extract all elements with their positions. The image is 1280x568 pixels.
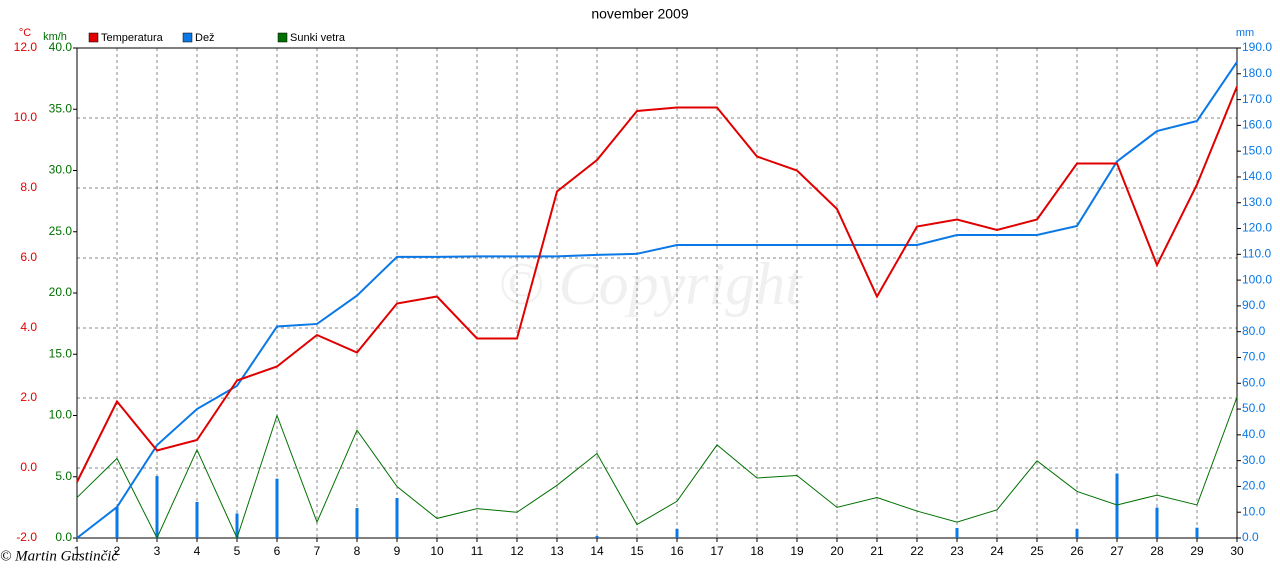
x-tick-label: 26: [1070, 544, 1084, 558]
x-tick-label: 17: [710, 544, 724, 558]
rain-bar: [1115, 473, 1119, 538]
rain-bar: [955, 527, 959, 538]
rain-bar: [1155, 507, 1159, 538]
y3-tick-label: 180.0: [1242, 66, 1272, 80]
y3-tick-label: 110.0: [1242, 246, 1271, 260]
x-tick-label: 28: [1150, 544, 1164, 558]
y3-tick-label: 190.0: [1242, 40, 1272, 54]
y3-tick-label: 50.0: [1242, 401, 1266, 415]
y-tick-label: 4.0: [20, 320, 37, 334]
y-tick-label: 6.0: [20, 250, 37, 264]
rain-bar: [355, 508, 359, 538]
y3-tick-label: 70.0: [1242, 350, 1266, 364]
y2-tick-label: 0.0: [55, 530, 72, 544]
x-tick-label: 14: [590, 544, 604, 558]
y-tick-label: 2.0: [20, 390, 37, 404]
y2-tick-label: 5.0: [55, 469, 72, 483]
y-tick-label: 12.0: [14, 40, 38, 54]
y3-tick-label: 120.0: [1242, 221, 1272, 235]
x-tick-label: 15: [630, 544, 644, 558]
y-tick-label: 10.0: [14, 110, 38, 124]
y-tick-label: -2.0: [16, 530, 37, 544]
x-tick-label: 23: [950, 544, 964, 558]
rain-bar: [595, 535, 599, 538]
y3-tick-label: 130.0: [1242, 195, 1272, 209]
rain-bar: [235, 513, 239, 538]
y3-tick-label: 20.0: [1242, 479, 1266, 493]
x-tick-label: 11: [471, 544, 484, 558]
watermark: © Copyright: [498, 251, 803, 317]
y3-tick-label: 40.0: [1242, 427, 1266, 441]
legend-label: Dež: [195, 32, 215, 44]
x-tick-label: 25: [1030, 544, 1044, 558]
y3-tick-label: 150.0: [1242, 143, 1272, 157]
y2-axis-title: km/h: [43, 31, 67, 43]
rain-bar: [115, 507, 119, 538]
chart-title: november 2009: [591, 6, 689, 22]
y-tick-label: 8.0: [20, 180, 37, 194]
y3-tick-label: 30.0: [1242, 453, 1266, 467]
x-tick-label: 7: [314, 544, 321, 558]
y3-axis-title: mm: [1236, 27, 1254, 39]
x-tick-label: 6: [274, 544, 281, 558]
rain-bar: [1195, 527, 1199, 538]
y3-tick-label: 0.0: [1242, 530, 1259, 544]
y2-tick-label: 40.0: [49, 40, 73, 54]
x-tick-label: 13: [550, 544, 564, 558]
legend-swatch: [88, 32, 99, 43]
x-tick-label: 3: [154, 544, 161, 558]
credit: © Martin Gustinčič: [0, 548, 119, 564]
y3-tick-label: 170.0: [1242, 92, 1272, 106]
x-tick-label: 20: [830, 544, 844, 558]
x-tick-label: 12: [510, 544, 524, 558]
series-line: [76, 396, 1238, 540]
x-tick-label: 4: [194, 544, 201, 558]
y3-tick-label: 160.0: [1242, 118, 1272, 132]
plot-frame: [76, 47, 1238, 539]
y3-tick-label: 140.0: [1242, 169, 1272, 183]
x-tick-label: 24: [990, 544, 1004, 558]
x-tick-label: 1: [74, 544, 81, 558]
rain-bar: [275, 478, 279, 538]
x-tick-label: 16: [670, 544, 684, 558]
rain-bar: [395, 498, 399, 538]
x-tick-label: 30: [1230, 544, 1244, 558]
x-tick-label: 19: [790, 544, 804, 558]
x-tick-label: 27: [1110, 544, 1124, 558]
y2-tick-label: 25.0: [49, 224, 73, 238]
y2-tick-label: 15.0: [49, 346, 73, 360]
x-tick-label: 9: [394, 544, 401, 558]
rain-bar: [1075, 528, 1079, 538]
x-tick-label: 21: [870, 544, 884, 558]
legend-label: Temperatura: [101, 32, 164, 44]
series-line: [76, 61, 1238, 539]
rain-bar: [195, 501, 199, 538]
y3-tick-label: 90.0: [1242, 298, 1266, 312]
rain-bar: [675, 528, 679, 538]
y2-tick-label: 10.0: [49, 408, 73, 422]
series-line: [76, 86, 1238, 483]
x-tick-label: 8: [354, 544, 361, 558]
y-tick-label: 0.0: [20, 460, 37, 474]
x-tick-label: 22: [910, 544, 924, 558]
y2-tick-label: 20.0: [49, 285, 73, 299]
rain-bar: [155, 476, 159, 538]
y3-tick-label: 10.0: [1242, 504, 1266, 518]
x-tick-label: 2: [114, 544, 121, 558]
legend-swatch: [182, 32, 193, 43]
legend-swatch: [277, 32, 288, 43]
x-tick-label: 18: [750, 544, 764, 558]
y3-tick-label: 60.0: [1242, 375, 1266, 389]
y3-tick-label: 80.0: [1242, 324, 1266, 338]
y3-tick-label: 100.0: [1242, 272, 1272, 286]
legend-label: Sunki vetra: [290, 32, 346, 44]
y-axis-title: °C: [19, 27, 31, 39]
y2-tick-label: 35.0: [49, 101, 73, 115]
y2-tick-label: 30.0: [49, 163, 73, 177]
x-tick-label: 29: [1190, 544, 1204, 558]
x-tick-label: 5: [234, 544, 241, 558]
x-tick-label: 10: [430, 544, 444, 558]
